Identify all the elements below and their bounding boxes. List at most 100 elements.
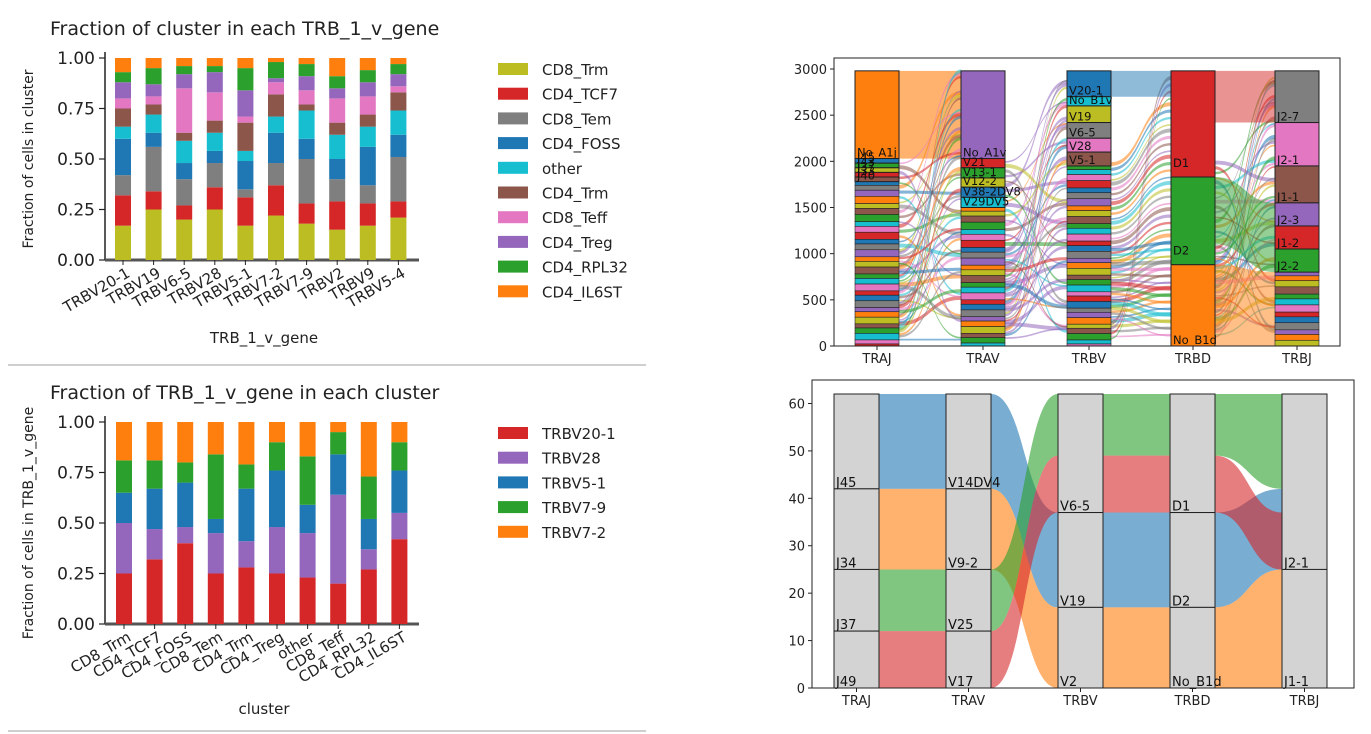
sankey-node [854,203,900,209]
sankey-flow [899,155,961,307]
bar-segment [299,504,316,534]
sankey-flow [1005,205,1067,295]
sankey-node [854,196,900,204]
y-tick-label: 1500 [794,202,827,217]
bar-segment [238,422,255,465]
y-tick-label: 0 [797,682,805,697]
bar-segment [146,460,163,489]
sankey-flow [879,394,946,489]
sankey-flow [1111,248,1171,257]
sankey-flow [1005,187,1067,320]
sankey-node [960,221,1006,230]
sankey-flow [899,97,961,316]
sankey-flow [1005,86,1067,315]
sankey-flow [899,69,961,328]
sankey-flow [1005,328,1067,339]
x-tick-label: TRBD [1174,694,1211,709]
bar-segment [207,573,224,624]
x-axis-label: TRB_1_v_gene [209,329,318,348]
sankey-flow [1111,176,1171,220]
sankey-node [854,261,900,268]
bar-segment [206,120,223,133]
bar-segment [237,189,254,198]
sankey-node-label: J37 [856,159,875,173]
sankey-node [960,196,1006,209]
bar-segment [176,132,193,141]
sankey-flow [1111,333,1171,338]
bar-segment [115,225,131,260]
bar-segment [146,488,163,530]
legend-swatch [498,260,528,273]
sankey-flow [1111,207,1171,245]
bar-segment [176,74,193,89]
bar-segment [146,559,163,624]
sankey-node [1066,205,1112,211]
y-tick-label: 0.75 [57,100,95,120]
sankey-node [1066,151,1112,167]
sankey-flow [1111,273,1171,278]
sankey-flow [1005,177,1067,307]
sankey-node-label: V17 [948,675,973,690]
y-tick-label: 0.75 [57,464,95,484]
sankey-node-label: J2-1 [1276,153,1299,167]
plot-frame [811,379,1355,689]
sankey-flow [879,488,946,570]
bar-segment [329,58,346,77]
sankey-flow [899,108,961,279]
bar-segment [330,432,347,455]
sankey-node [833,393,880,490]
sankey-node-label: V12-2 [963,174,997,188]
bar-segment [176,163,193,180]
sankey-flow [1215,95,1275,250]
sankey-node [960,233,1006,241]
sankey-flow [1005,137,1067,292]
sankey-flow [1005,123,1067,266]
sankey-node-label: J34 [835,556,856,571]
sankey-flow [899,262,961,339]
sankey-flow [1005,122,1067,202]
sankey-node-label: No_B1v [1069,93,1113,107]
sankey-node [1066,198,1112,207]
sankey-flow [899,112,961,165]
sankey-node [854,283,900,292]
bar-segment [298,223,315,260]
x-tick-label: TRBD [1174,352,1211,367]
sankey-node-label: V29DV5 [963,195,1009,209]
sankey-flow [1215,70,1275,123]
sankey-node-label: J49 [835,675,856,690]
sankey-flow [1005,227,1067,334]
sankey-flow [1005,283,1067,309]
sankey-node-label: No_B1d [1172,675,1222,690]
sankey-node-label: V6-5 [1069,125,1096,139]
sankey-flow [899,166,961,270]
bar-segment [298,76,315,91]
sankey-flow [1111,109,1171,171]
sankey-flow [1005,260,1067,328]
bar-segment [360,549,377,570]
sankey-node [854,214,900,222]
sankey-node [854,243,900,251]
stacked-bar-chart-1: Fraction of cluster in each TRB_1_v_gene… [21,18,628,348]
sankey-flow [1111,278,1171,285]
x-tick-label: TRAJ [861,352,891,367]
sankey-node [1066,251,1112,259]
bar-segment [116,492,132,523]
sankey-flow [899,127,961,255]
sankey-flow [1111,260,1171,266]
sankey-flow [1005,83,1067,251]
sankey-flow [899,90,961,304]
legend-swatch [498,451,528,464]
sankey-flow [899,284,961,320]
sankey-node [1274,322,1320,331]
sankey-flow [1111,161,1171,211]
bar-segment [329,134,346,159]
sankey-flow [1111,195,1171,235]
bar-segment [145,114,162,133]
bar-segment [359,114,376,127]
bar-segment [299,422,316,457]
bar-segment [176,219,193,260]
sankey-node [854,327,900,334]
bar-segment [237,116,254,123]
bar-segment [177,482,194,528]
sankey-flow [1005,80,1067,188]
